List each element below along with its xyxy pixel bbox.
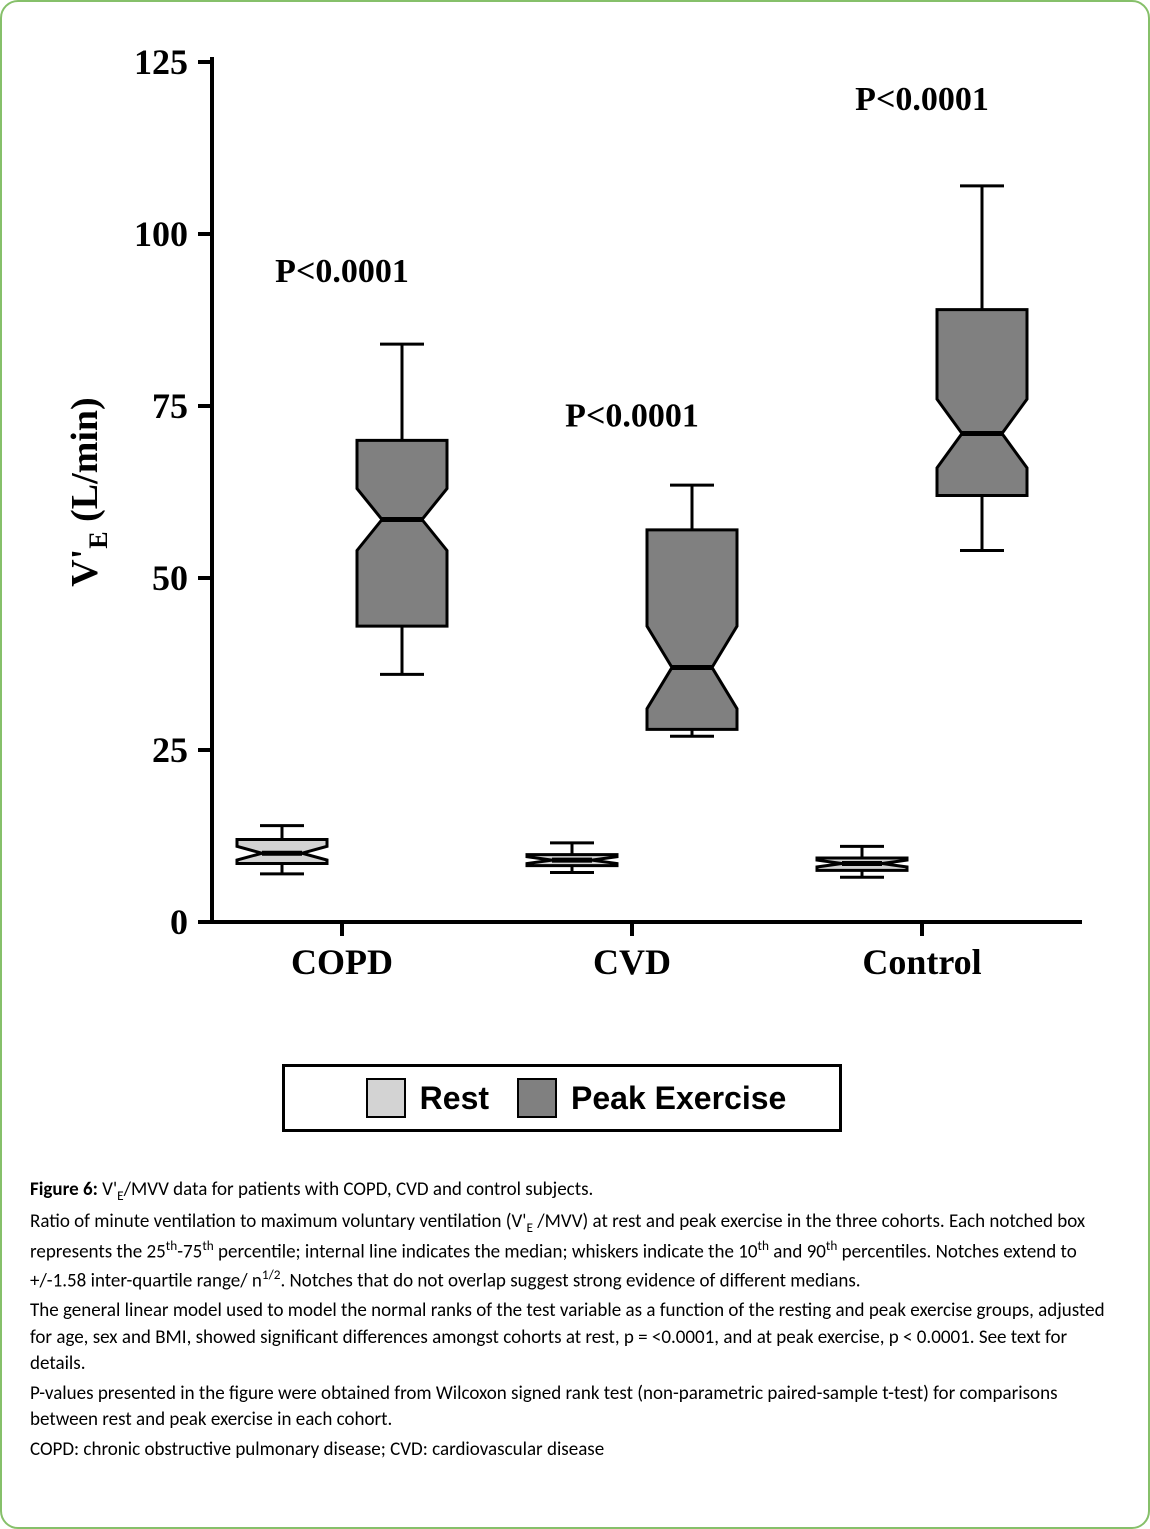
legend-label-rest: Rest [420,1080,489,1117]
svg-text:50: 50 [152,558,188,598]
caption-paragraph-3: P-values presented in the figure were ob… [30,1381,1108,1433]
legend-swatch-rest [366,1078,406,1118]
svg-text:100: 100 [134,214,188,254]
caption-title: Figure 6: V'E/MVV data for patients with… [30,1177,1108,1205]
svg-text:P<0.0001: P<0.0001 [275,253,409,290]
svg-text:75: 75 [152,386,188,426]
caption-title-text: V'E/MVV data for patients with COPD, CVD… [102,1178,593,1201]
svg-text:COPD: COPD [291,942,393,982]
svg-text:P<0.0001: P<0.0001 [855,81,989,118]
svg-text:0: 0 [170,902,188,942]
figure-caption: Figure 6: V'E/MVV data for patients with… [30,1177,1108,1468]
caption-paragraph-1: Ratio of minute ventilation to maximum v… [30,1209,1108,1294]
boxplot-chart: 0 25 50 75 100 125 V'E (L/min) COPD CVD Control P<… [42,32,1112,1042]
caption-paragraph-2: The general linear model used to model t… [30,1298,1108,1377]
legend: Rest Peak Exercise [282,1064,842,1132]
legend-label-peak: Peak Exercise [571,1080,786,1117]
svg-text:P<0.0001: P<0.0001 [565,398,699,435]
svg-text:CVD: CVD [593,942,671,982]
svg-text:125: 125 [134,42,188,82]
svg-text:V'E (L/min): V'E (L/min) [64,397,113,586]
caption-paragraph-4: COPD: chronic obstructive pulmonary dise… [30,1437,1108,1463]
svg-text:Control: Control [862,942,981,982]
svg-text:25: 25 [152,730,188,770]
figure-container: 0 25 50 75 100 125 V'E (L/min) COPD CVD Control P<… [0,0,1150,1529]
legend-swatch-peak [517,1078,557,1118]
caption-title-prefix: Figure 6: [30,1178,102,1201]
